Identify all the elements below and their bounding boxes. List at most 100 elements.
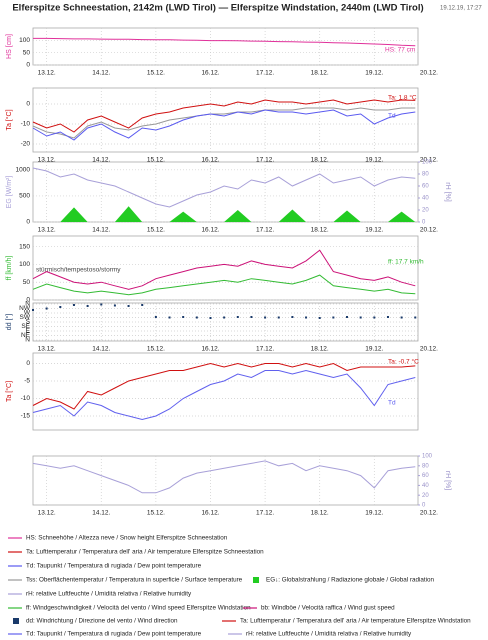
- legend-label: Ta: Lufttemperatur / Temperatura dell' a…: [26, 549, 264, 556]
- line: [32, 107, 416, 139]
- x-tick-label: 14.12.: [92, 157, 110, 164]
- x-tick-label: 16.12.: [201, 510, 219, 517]
- point: [318, 317, 321, 319]
- legend-label: ff: Windgeschwindigkeit / Velocità del v…: [26, 605, 251, 612]
- legend-label: Ta: Lufttemperatur / Temperatura dell' a…: [240, 618, 471, 625]
- legend-label: Td: Taupunkt / Temperatura di rugiada / …: [26, 563, 202, 570]
- point: [373, 316, 376, 319]
- y-tick-label: -15: [21, 413, 31, 420]
- y2-tick-label: 0: [422, 220, 426, 226]
- point: [277, 316, 280, 319]
- x-tick-label: 18.12.: [311, 70, 329, 77]
- y2-tick-label: 40: [422, 196, 429, 202]
- point: [86, 305, 89, 307]
- y2-tick-label: 100: [422, 454, 433, 460]
- plot-area: [32, 161, 419, 223]
- area: [33, 206, 416, 222]
- x-tick-label: 13.12.: [38, 70, 56, 77]
- x-tick-label: 14.12.: [92, 346, 110, 353]
- x-tick-label: 17.12.: [256, 227, 274, 234]
- y-tick-label: 0: [26, 101, 30, 108]
- y2-tick-label: 20: [422, 493, 429, 499]
- point: [195, 316, 198, 319]
- point: [59, 306, 62, 308]
- line: [32, 274, 416, 296]
- point: [127, 305, 130, 307]
- legend-label: bb: Windböe / Velocità raffica / Wind gu…: [261, 605, 395, 612]
- y-axis-label: HS [cm]: [6, 34, 13, 59]
- annotation: Td: [388, 400, 396, 407]
- point: [264, 316, 267, 319]
- legend-label: EG↓: Globalstrahlung / Radiazione global…: [266, 577, 435, 584]
- y2-tick-label: 100: [422, 160, 433, 166]
- x-tick-label: 17.12.: [256, 70, 274, 77]
- x-tick-label: 14.12.: [92, 510, 110, 517]
- x-tick-label: 19.12.: [365, 227, 383, 234]
- y-tick-label: N: [25, 337, 30, 344]
- point: [359, 316, 362, 319]
- y-tick-label: -20: [21, 141, 31, 148]
- y-axis-label: dd [°]: [5, 314, 13, 330]
- x-tick-label: 19.12.: [365, 70, 383, 77]
- plot-area: [32, 27, 419, 66]
- point: [72, 304, 75, 306]
- annotation: Td: [388, 113, 396, 120]
- y-tick-label: N: [25, 301, 30, 308]
- line: [32, 99, 416, 133]
- point: [250, 316, 253, 318]
- y-tick-label: 100: [19, 37, 30, 44]
- legend-label: Tss: Oberflächentemperatur / Temperatura…: [26, 577, 243, 584]
- legend-label: HS: Schneehöhe / Altezza neve / Snow hei…: [26, 535, 228, 542]
- y-axis-label: EG [W/m²]: [6, 176, 13, 209]
- y2-tick-label: 80: [422, 463, 429, 469]
- annotation: HS: 77 cm: [385, 47, 415, 54]
- x-tick-label: 17.12.: [256, 346, 274, 353]
- point: [168, 316, 171, 319]
- line: [33, 37, 416, 47]
- point: [386, 316, 389, 318]
- plot-area: [32, 455, 419, 506]
- y-tick-label: NE: [21, 332, 31, 339]
- point: [305, 316, 308, 319]
- line: [32, 109, 416, 141]
- y-tick-label: SW: [20, 314, 31, 321]
- annotation: Ta: -0.7 °C: [388, 358, 419, 366]
- y-tick-label: SE: [21, 323, 30, 330]
- y2-tick-label: 80: [422, 172, 429, 178]
- point: [182, 316, 185, 318]
- x-tick-label: 20.12.: [420, 70, 438, 77]
- y2-axis-label: rH [%]: [444, 471, 451, 491]
- y2-axis-label: rH [%]: [444, 182, 451, 202]
- point: [100, 303, 103, 306]
- page-title: Elferspitze Schneestation, 2142m (LWD Ti…: [12, 3, 423, 14]
- x-tick-label: 14.12.: [92, 70, 110, 77]
- line: [32, 369, 416, 421]
- legend-swatch: [253, 577, 259, 583]
- annotation: stürmisch/tempestoso/stormy: [36, 267, 121, 274]
- y-axis-label: ff [km/h]: [6, 256, 13, 281]
- x-tick-label: 18.12.: [311, 510, 329, 517]
- x-tick-label: 17.12.: [256, 157, 274, 164]
- x-tick-label: 16.12.: [201, 157, 219, 164]
- y-tick-label: 500: [19, 193, 30, 200]
- point: [45, 307, 48, 310]
- point: [223, 316, 226, 319]
- y-tick-label: -10: [21, 121, 31, 128]
- y-tick-label: 0: [26, 297, 30, 304]
- x-tick-label: 18.12.: [311, 346, 329, 353]
- point: [414, 316, 417, 319]
- y-tick-label: -10: [21, 395, 31, 402]
- point: [332, 316, 335, 319]
- y2-tick-label: 60: [422, 473, 429, 479]
- x-tick-label: 20.12.: [420, 510, 438, 517]
- x-tick-label: 20.12.: [420, 157, 438, 164]
- legend-label: rH: relative Luftfeuchte / Umidità relat…: [26, 591, 192, 598]
- y2-tick-label: 40: [422, 483, 429, 489]
- plot-area: [32, 87, 419, 153]
- timestamp: 19.12.19, 17:27: [440, 6, 482, 12]
- line: [32, 460, 416, 494]
- x-tick-label: 19.12.: [365, 510, 383, 517]
- x-tick-label: 14.12.: [92, 227, 110, 234]
- annotation: ff: 17.7 km/h: [388, 259, 424, 266]
